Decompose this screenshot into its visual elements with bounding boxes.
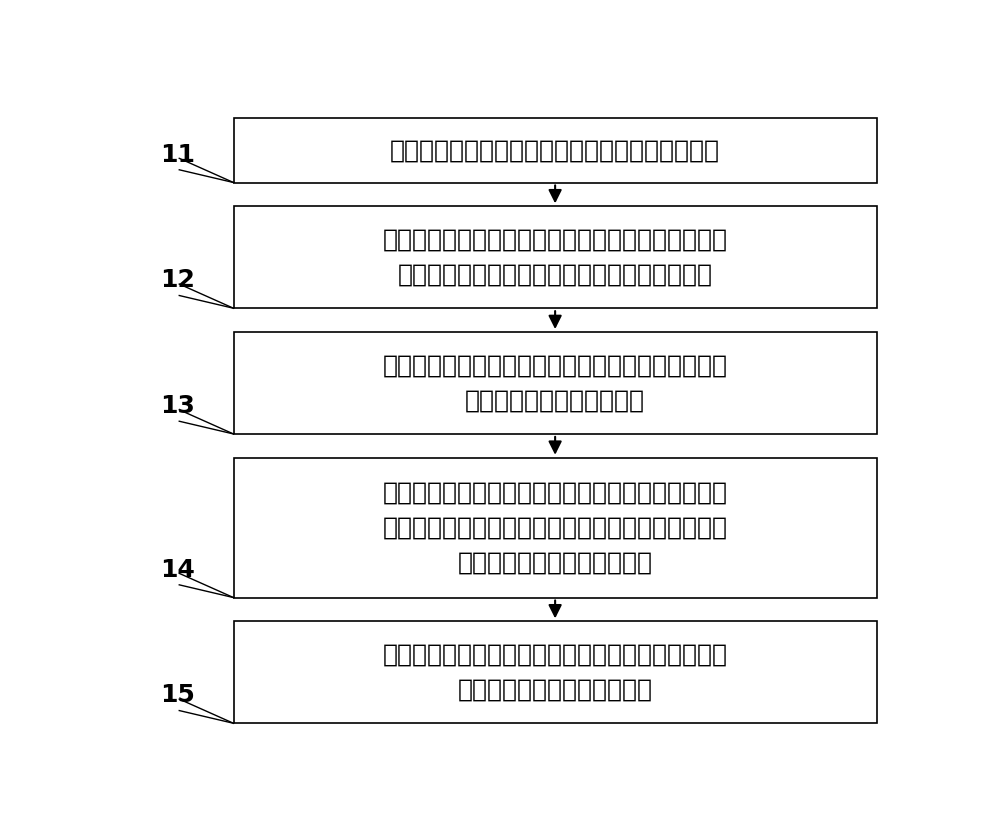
Text: 14: 14 [160, 557, 195, 581]
Text: 确定在第二预定角度条件下负载盘的第一不平衡质量
値，并将第一不平衡质量値对应的第一质量块放置在
负载盘相对水平面最高的位置: 确定在第二预定角度条件下负载盘的第一不平衡质量 値，并将第一不平衡质量値对应的第… [383, 480, 728, 575]
Bar [234, 118, 877, 183]
Text: 将设置有负载盘的单轴气浮平台倾斜第一预定角度: 将设置有负载盘的单轴气浮平台倾斜第一预定角度 [390, 138, 720, 162]
Text: 11: 11 [160, 142, 195, 166]
Text: 13: 13 [160, 394, 195, 418]
Text: 将负载盘转动第二预定角度后使负载盘自由摇动，并
确定负载盘的第一单摇周期: 将负载盘转动第二预定角度后使负载盘自由摇动，并 确定负载盘的第一单摇周期 [383, 353, 728, 413]
Text: 15: 15 [160, 683, 195, 707]
Bar [234, 332, 877, 434]
Bar [234, 457, 877, 598]
Bar [234, 206, 877, 308]
Text: 将负载盘上的不平衡质量达到运动速度最大値时的位
置确定为平衡位置，并将负载盘停止在平衡位置: 将负载盘上的不平衡质量达到运动速度最大値时的位 置确定为平衡位置，并将负载盘停止… [383, 227, 728, 287]
Text: 若负载盘的第一单摇周期大于第一临界单摇周期，则
认为已将单轴气浮平台调平衡: 若负载盘的第一单摇周期大于第一临界单摇周期，则 认为已将单轴气浮平台调平衡 [383, 643, 728, 702]
Text: 12: 12 [160, 268, 195, 292]
Bar [234, 621, 877, 724]
